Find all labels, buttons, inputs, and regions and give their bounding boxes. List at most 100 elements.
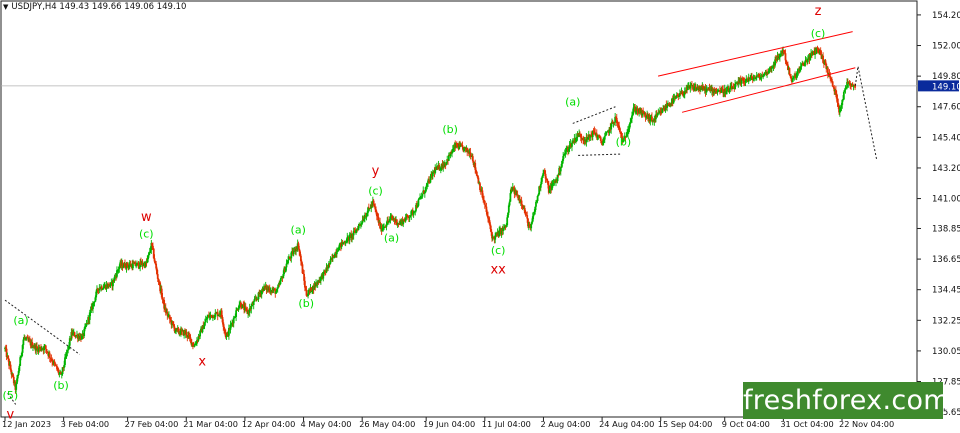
candle-body <box>796 71 799 74</box>
candle-body <box>443 163 446 167</box>
wave-label: v <box>6 407 14 422</box>
candle-body <box>596 136 599 138</box>
candle-body <box>447 154 450 161</box>
brand-logo: freshforex.com <box>743 382 950 419</box>
candle-body <box>275 291 277 294</box>
candle-body <box>151 242 154 246</box>
candle-body <box>68 338 71 346</box>
candle-body <box>604 134 607 137</box>
candle-body <box>72 332 74 335</box>
candle-body <box>48 353 51 358</box>
candle-body <box>21 345 24 353</box>
candle-body <box>474 162 477 170</box>
candle-body <box>94 297 97 302</box>
x-tick-label: 31 Oct 04:00 <box>780 419 833 429</box>
candle-body <box>328 263 331 264</box>
wave-label: w <box>141 210 152 225</box>
candle-body <box>785 60 788 63</box>
x-tick-label: 12 Jan 2023 <box>2 419 51 429</box>
candle-body <box>624 136 627 138</box>
candle-body <box>187 335 190 337</box>
candle-body <box>755 77 757 79</box>
y-tick-label: 145.40 <box>932 133 960 143</box>
candle-body <box>778 57 780 58</box>
candle-body <box>353 230 356 232</box>
candle-body <box>154 261 157 264</box>
candle-body <box>418 198 421 200</box>
candle-body <box>595 133 598 138</box>
candle-body <box>498 230 501 237</box>
candle-body <box>83 329 86 337</box>
candle-body <box>275 289 278 292</box>
candle-body <box>408 216 411 219</box>
x-tick-label: 26 May 04:00 <box>359 419 415 429</box>
candle-body <box>233 317 236 319</box>
candle-body <box>477 177 480 184</box>
candle-body <box>407 216 409 217</box>
candle-body <box>725 90 728 95</box>
candle-body <box>263 285 265 291</box>
candle-body <box>742 79 745 81</box>
candle-body <box>404 218 407 222</box>
candle-body <box>837 102 840 107</box>
candle-body <box>132 263 135 265</box>
candle-body <box>540 177 543 185</box>
candle-body <box>702 86 705 89</box>
candle-body <box>276 287 279 290</box>
candle-body <box>318 279 321 283</box>
x-tick-label: 12 Apr 04:00 <box>242 419 295 429</box>
candle-body <box>852 85 855 87</box>
candle-body <box>832 86 835 88</box>
candle-body <box>442 165 445 169</box>
candle-body <box>92 303 94 310</box>
candle-body <box>303 273 305 281</box>
candle-body <box>615 117 618 123</box>
candle-body <box>403 219 405 221</box>
candle-body <box>429 176 432 183</box>
triangle-down-icon[interactable]: ▼ <box>3 3 9 11</box>
candle-body <box>744 80 747 83</box>
candle-body <box>155 263 158 269</box>
x-tick-label: 3 Feb 04:00 <box>61 419 110 429</box>
candle-body <box>340 241 343 247</box>
candle-body <box>565 148 568 152</box>
candle-body <box>790 76 792 79</box>
candle-body <box>351 233 353 239</box>
candle-body <box>213 317 216 319</box>
candle-body <box>630 118 633 122</box>
candle-body <box>475 169 477 172</box>
candle-body <box>128 265 130 268</box>
candle-body <box>177 328 180 333</box>
candle-body <box>238 304 241 309</box>
x-tick-label: 24 Aug 04:00 <box>599 419 654 429</box>
candle-body <box>56 366 58 370</box>
candle-body <box>234 316 237 318</box>
candle-body <box>488 220 491 225</box>
candle-body <box>487 218 490 221</box>
candle-body <box>489 224 492 230</box>
candle-body <box>743 80 745 82</box>
candle-body <box>603 139 605 142</box>
candle-body <box>587 137 589 140</box>
candle-body <box>729 86 732 89</box>
candle-body <box>135 265 138 267</box>
candle-body <box>22 339 25 346</box>
candle-body <box>116 270 119 271</box>
candle-body <box>603 136 606 140</box>
candle-body <box>199 330 202 337</box>
candle-body <box>156 274 159 279</box>
candle-body <box>626 133 629 137</box>
candle-body <box>851 83 854 87</box>
y-tick-label: 132.25 <box>932 316 960 326</box>
candle-body <box>423 190 425 194</box>
candle-body <box>840 105 843 108</box>
candle-body <box>511 187 514 191</box>
candle-body <box>476 175 479 178</box>
candle-body <box>67 346 70 351</box>
candle-body <box>375 209 377 213</box>
candle-body <box>355 230 357 233</box>
candle-body <box>762 73 765 76</box>
candle-body <box>667 104 670 106</box>
candle-body <box>719 90 721 93</box>
candle-body <box>413 211 416 213</box>
